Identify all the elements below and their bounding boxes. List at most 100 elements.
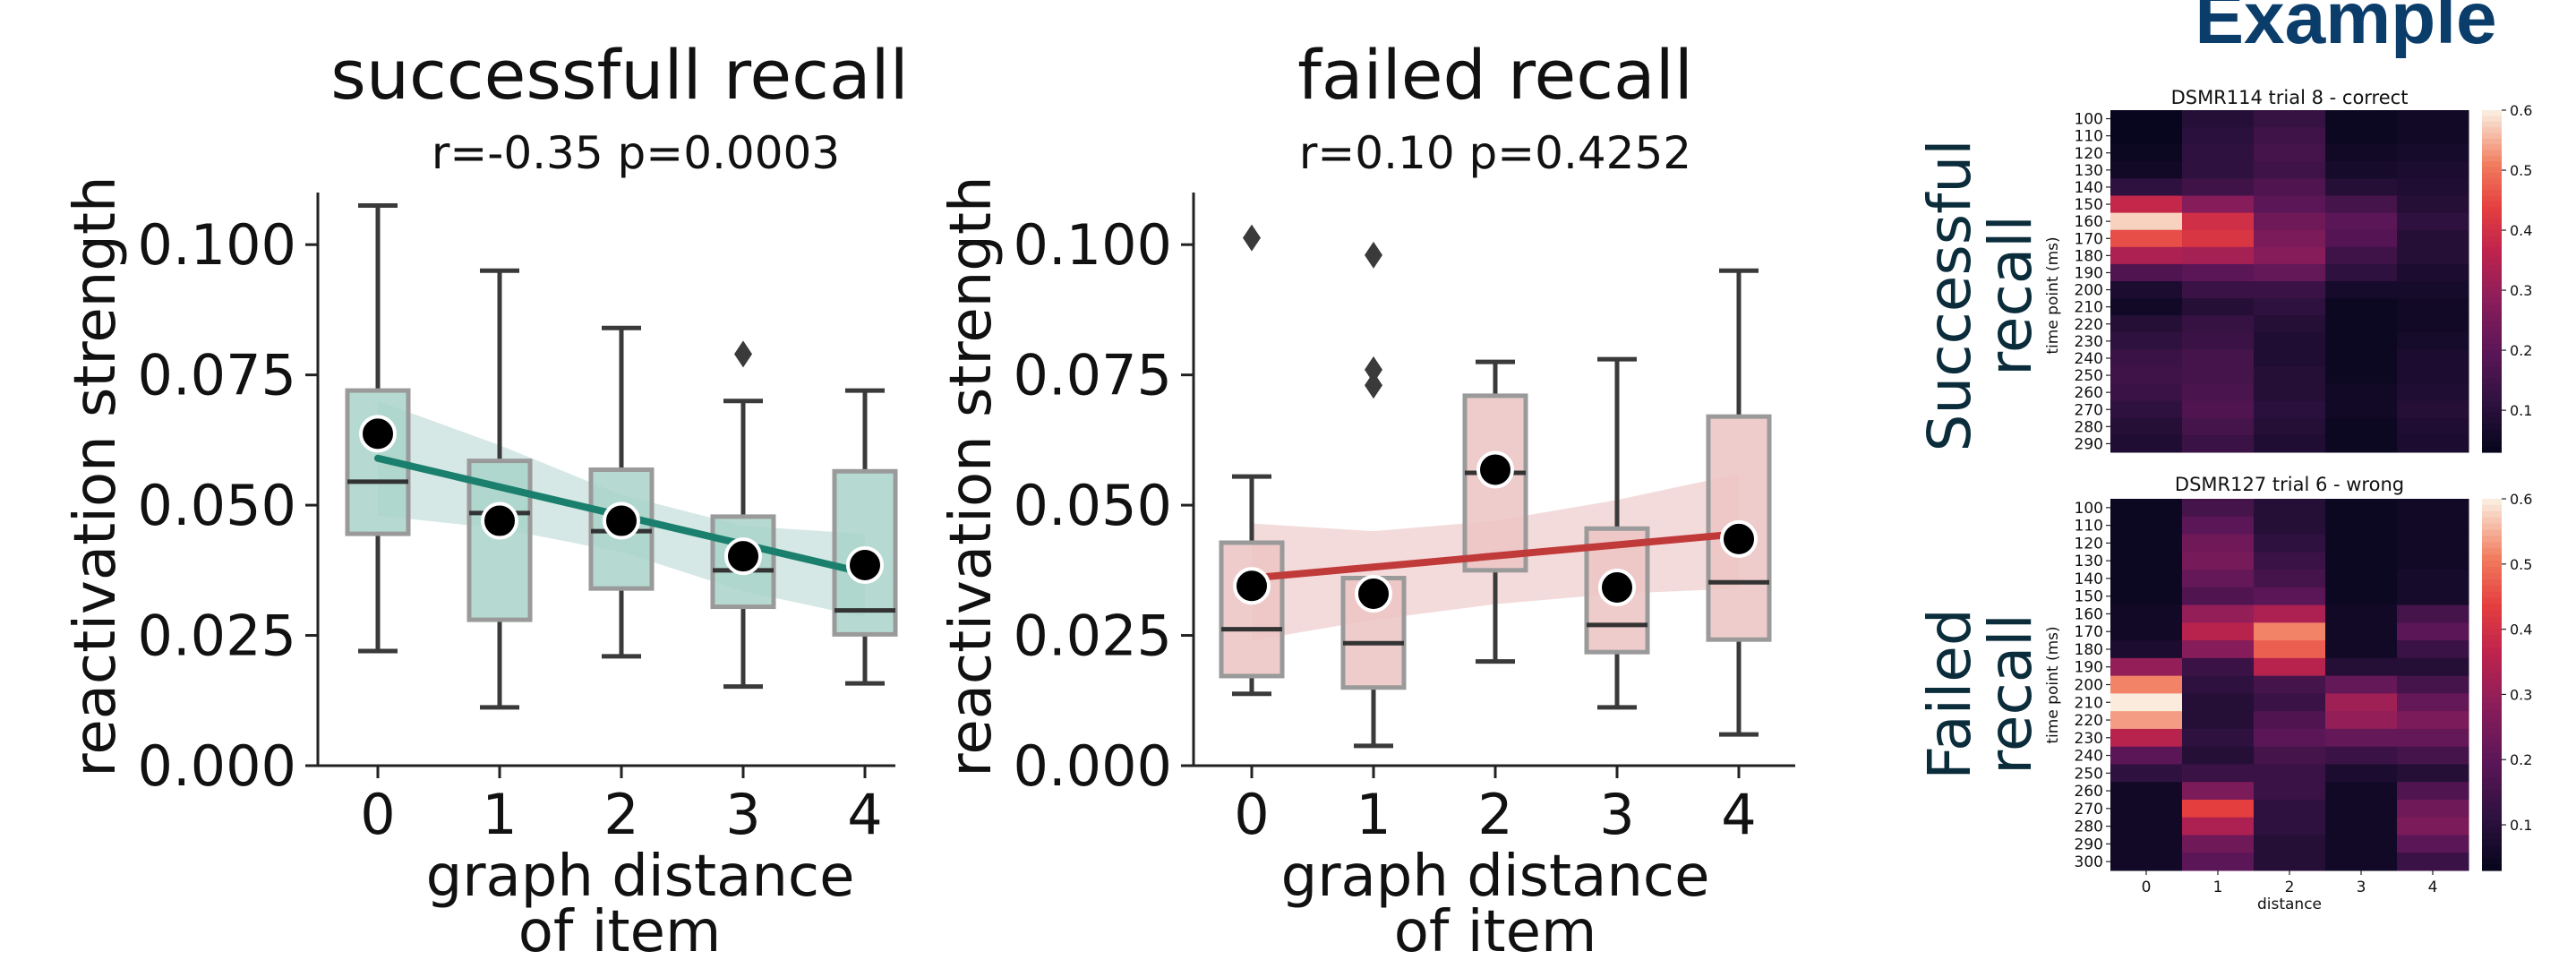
colorbar-tick-label: 0.4 (2510, 222, 2532, 239)
heatmap-cell (2397, 298, 2469, 316)
heatmap-cell (2325, 366, 2398, 385)
heatmap-cell (2254, 782, 2326, 801)
colorbar-tick-label: 0.1 (2510, 817, 2532, 834)
colorbar-segment (2482, 585, 2502, 593)
heatmap-cell (2254, 534, 2326, 553)
colorbar-segment (2482, 678, 2502, 686)
heatmap-y-tick-label: 160 (2075, 213, 2103, 231)
heatmap-cell (2254, 835, 2326, 853)
heatmap-cell (2254, 383, 2326, 402)
colorbar-segment (2482, 372, 2502, 379)
heatmap-cell (2254, 178, 2326, 196)
heatmap-cell (2397, 835, 2469, 853)
heatmap-cell (2325, 604, 2398, 623)
heatmap-cell (2254, 315, 2326, 333)
mean-point (481, 501, 518, 540)
colorbar-segment (2482, 218, 2502, 225)
colorbar-segment (2482, 326, 2502, 333)
heatmap-cell (2110, 604, 2183, 623)
heatmap-y-tick-label: 290 (2075, 435, 2103, 453)
heatmap-y-tick-label: 100 (2075, 500, 2103, 518)
heatmap-cell (2254, 570, 2326, 588)
heatmap-cell (2110, 195, 2183, 214)
colorbar-segment (2482, 523, 2502, 531)
heatmap-cell (2397, 570, 2469, 588)
heatmap-x-tick-label: 0 (2142, 879, 2152, 896)
colorbar-segment (2482, 796, 2502, 803)
correlation-stats: r=-0.35 p=0.0003 (432, 127, 840, 179)
heatmap-cell (2182, 332, 2255, 350)
regression-line (1248, 530, 1742, 582)
heatmap-cell (2325, 499, 2398, 518)
heatmap-cell (2397, 434, 2469, 453)
x-axis-label-line-1: graph distance (1281, 844, 1710, 910)
colorbar-segment (2482, 287, 2502, 294)
heatmap-cell (2254, 298, 2326, 316)
heatmap-cell (2182, 817, 2255, 836)
colorbar-segment (2482, 150, 2502, 157)
colorbar-segment (2482, 395, 2502, 402)
heatmap-cell (2397, 552, 2469, 570)
outlier-point (1365, 241, 1382, 269)
heatmap-cell (2110, 400, 2183, 419)
colorbar-segment (2482, 167, 2502, 174)
heatmap-cell (2397, 675, 2469, 694)
heatmap-cell (2325, 587, 2398, 606)
x-tick-label: 1 (1356, 782, 1391, 847)
heatmap-cell (2325, 799, 2398, 819)
heatmap-cell (2397, 499, 2469, 518)
row-label-successful: Successful (1915, 139, 1984, 451)
colorbar-segment (2482, 121, 2502, 128)
heatmap-y-tick-label: 100 (2075, 111, 2103, 129)
colorbar-segment (2482, 429, 2502, 436)
panel-title: failed recall (1297, 35, 1693, 115)
colorbar-segment (2482, 138, 2502, 145)
heatmap-cell (2110, 640, 2183, 659)
colorbar-segment (2482, 236, 2502, 243)
heatmap-cell (2397, 604, 2469, 623)
heatmap-y-tick-label: 130 (2075, 162, 2103, 180)
heatmap-y-label: time point (ms) (2044, 236, 2062, 354)
heatmap-cell (2397, 534, 2469, 553)
heatmap-cell (2397, 178, 2469, 196)
colorbar-segment (2482, 814, 2502, 822)
heatmap-cell (2397, 127, 2469, 145)
colorbar-segment (2482, 190, 2502, 197)
colorbar-segment (2482, 697, 2502, 704)
box-iqr (1219, 540, 1285, 679)
mean-point (724, 537, 762, 576)
heatmap-cell (2182, 711, 2255, 730)
heatmap-cell (2254, 604, 2326, 623)
heatmap-cell (2397, 383, 2469, 402)
colorbar-segment (2482, 567, 2502, 574)
heatmap-cell (2110, 693, 2183, 712)
colorbar-segment (2482, 321, 2502, 328)
colorbar-segment (2482, 597, 2502, 605)
heatmap-cell (2110, 417, 2183, 436)
heatmap-y-tick-label: 260 (2075, 384, 2103, 402)
heatmap-cell (2325, 229, 2398, 248)
colorbar-segment (2482, 407, 2502, 414)
heatmap-cell (2254, 400, 2326, 419)
colorbar-segment (2482, 635, 2502, 642)
heatmap-cell (2325, 640, 2398, 659)
colorbar-segment (2482, 622, 2502, 630)
heatmap-y-tick-label: 240 (2075, 748, 2103, 766)
colorbar-segment (2482, 133, 2502, 140)
y-tick-label: 0.075 (1014, 343, 1173, 408)
heatmap-cell (2110, 349, 2183, 367)
heatmap-cell (2110, 552, 2183, 570)
heatmap-cell (2397, 212, 2469, 231)
example-section: Example Successful recall Failed recall (1915, 0, 2497, 780)
heatmap-cell (2325, 127, 2398, 145)
heatmap-cell (2397, 195, 2469, 214)
heatmap-cell (2182, 552, 2255, 570)
colorbar-segment (2482, 116, 2502, 123)
y-tick-label: 0.075 (138, 343, 297, 408)
colorbar-segment (2482, 529, 2502, 537)
heatmap-y-tick-label: 220 (2075, 316, 2103, 334)
colorbar-segment (2482, 641, 2502, 648)
heatmap-cell (2182, 782, 2255, 801)
heatmap-cell (2182, 516, 2255, 536)
colorbar-segment (2482, 591, 2502, 599)
